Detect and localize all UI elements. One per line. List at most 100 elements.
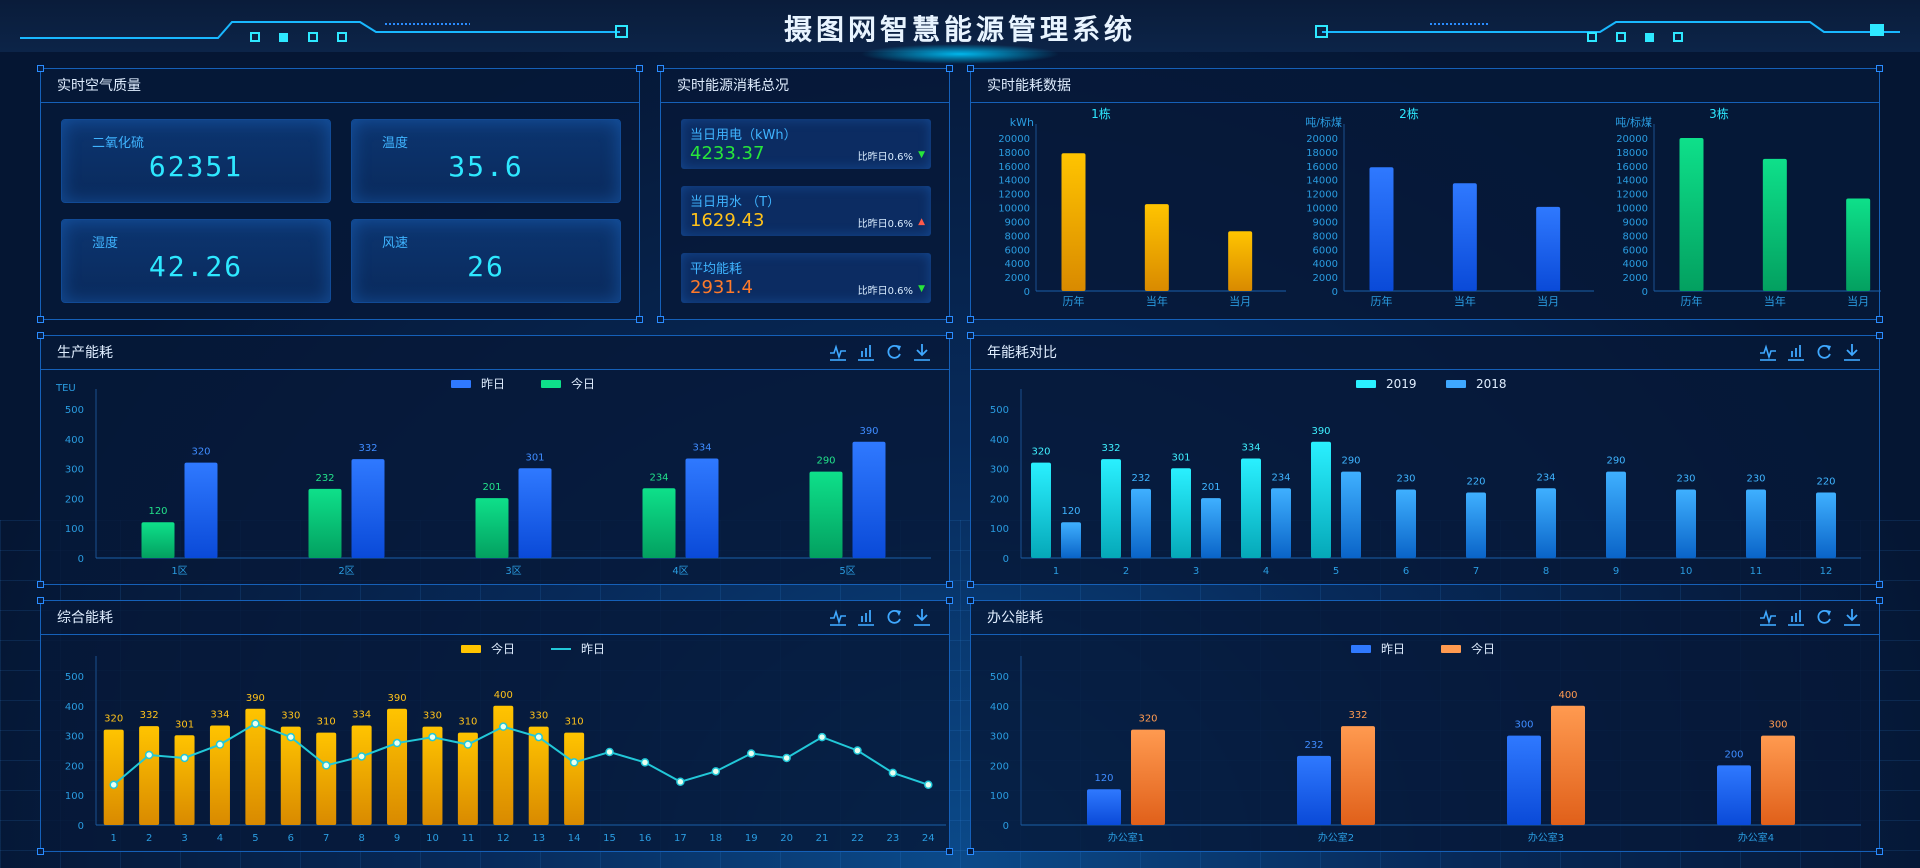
line-point bbox=[180, 753, 189, 763]
download-icon[interactable] bbox=[1843, 608, 1861, 626]
data-label: 320 bbox=[1138, 714, 1157, 725]
bar-chart-icon[interactable] bbox=[1787, 343, 1805, 361]
y-tick-label: 12000 bbox=[1306, 190, 1338, 201]
y-tick-label: 0 bbox=[1332, 287, 1338, 298]
bar bbox=[1746, 489, 1766, 558]
y-tick-label: 0 bbox=[78, 554, 84, 565]
data-label: 330 bbox=[529, 711, 548, 722]
trend-down-icon: ▼ bbox=[918, 150, 925, 160]
bar bbox=[1551, 705, 1585, 825]
bar bbox=[1606, 471, 1626, 558]
x-tick-label: 23 bbox=[887, 833, 900, 844]
data-label: 332 bbox=[140, 710, 159, 721]
line-point bbox=[605, 747, 614, 757]
data-label: 332 bbox=[1101, 443, 1120, 454]
bar bbox=[457, 732, 478, 825]
x-tick-label: 办公室4 bbox=[1738, 831, 1774, 844]
line-chart-icon[interactable] bbox=[1759, 343, 1777, 361]
x-tick-label: 10 bbox=[1680, 566, 1693, 577]
data-label: 301 bbox=[1171, 452, 1190, 463]
header: 摄图网智慧能源管理系统 bbox=[0, 0, 1920, 52]
y-tick-label: 2000 bbox=[1005, 273, 1030, 284]
compare-text: 比昨日0.6% bbox=[857, 286, 913, 297]
energy-card: 当日用电（kWh） 4233.37 比昨日0.6% ▼ bbox=[681, 119, 931, 169]
y-tick-label: 14000 bbox=[1616, 176, 1648, 187]
panel-title: 实时能源消耗总况 bbox=[661, 69, 949, 103]
bar bbox=[1131, 729, 1165, 825]
y-tick-label: 500 bbox=[990, 672, 1009, 683]
bar-chart-icon[interactable] bbox=[857, 608, 875, 626]
chart-toolbar bbox=[829, 343, 931, 361]
x-tick-label: 5 bbox=[1333, 566, 1339, 577]
refresh-icon[interactable] bbox=[1815, 608, 1833, 626]
bar bbox=[103, 729, 124, 825]
y-tick-label: 9000 bbox=[1005, 217, 1030, 228]
download-icon[interactable] bbox=[1843, 343, 1861, 361]
x-tick-label: 15 bbox=[603, 833, 616, 844]
x-tick-label: 7 bbox=[323, 833, 329, 844]
bar bbox=[1201, 498, 1221, 558]
y-tick-label: 100 bbox=[65, 524, 84, 535]
bar bbox=[139, 726, 160, 825]
legend-swatch bbox=[1446, 380, 1466, 388]
header-glow bbox=[860, 44, 1060, 64]
legend-swatch bbox=[1441, 645, 1461, 653]
card-label: 湿度 bbox=[92, 236, 119, 251]
legend-label: 2019 bbox=[1386, 377, 1417, 391]
x-tick-label: 10 bbox=[426, 833, 439, 844]
refresh-icon[interactable] bbox=[1815, 343, 1833, 361]
line-point bbox=[321, 761, 331, 770]
x-tick-label: 14 bbox=[568, 833, 581, 844]
unit-label: 吨/标煤 bbox=[1305, 115, 1342, 129]
x-tick-label: 2 bbox=[146, 833, 152, 844]
card-label: 温度 bbox=[382, 136, 409, 151]
line-point bbox=[569, 758, 579, 767]
x-tick-label: 8 bbox=[358, 833, 364, 844]
line-point bbox=[782, 753, 791, 763]
y-tick-label: 9000 bbox=[1623, 217, 1648, 228]
line-chart-icon[interactable] bbox=[829, 608, 847, 626]
data-label: 390 bbox=[246, 693, 265, 704]
x-tick-label: 16 bbox=[639, 833, 652, 844]
y-tick-label: 500 bbox=[65, 405, 84, 416]
refresh-icon[interactable] bbox=[885, 608, 903, 626]
y-tick-label: 2000 bbox=[1623, 273, 1648, 284]
line-point bbox=[428, 732, 437, 742]
annual-comparison-panel: 年能耗对比 2019 2018 0 100 200 300 400 500 1 320 120 2 33… bbox=[967, 332, 1883, 588]
bar-chart-icon[interactable] bbox=[1787, 608, 1805, 626]
x-tick-label: 6 bbox=[288, 833, 294, 844]
data-label: 290 bbox=[816, 456, 835, 467]
subchart-title: 2栋 bbox=[1399, 106, 1419, 121]
download-icon[interactable] bbox=[913, 343, 931, 361]
bar bbox=[1761, 735, 1795, 825]
panel-title: 实时空气质量 bbox=[41, 69, 639, 103]
y-tick-label: 0 bbox=[1642, 287, 1648, 298]
y-tick-label: 0 bbox=[78, 821, 84, 832]
data-label: 300 bbox=[1768, 720, 1787, 731]
bar bbox=[1341, 471, 1361, 558]
card-value: 35.6 bbox=[448, 150, 524, 183]
y-tick-label: 8000 bbox=[1005, 231, 1030, 242]
data-label: 230 bbox=[1676, 473, 1695, 484]
y-tick-label: 4000 bbox=[1313, 259, 1338, 270]
y-tick-label: 18000 bbox=[1616, 148, 1648, 159]
data-label: 390 bbox=[387, 693, 406, 704]
bar bbox=[209, 725, 230, 825]
y-tick-label: 200 bbox=[65, 761, 84, 772]
download-icon[interactable] bbox=[913, 608, 931, 626]
data-label: 120 bbox=[1094, 773, 1113, 784]
refresh-icon[interactable] bbox=[885, 343, 903, 361]
bar-chart-icon[interactable] bbox=[857, 343, 875, 361]
line-chart-icon[interactable] bbox=[1759, 608, 1777, 626]
bar bbox=[852, 441, 886, 558]
bar bbox=[308, 488, 342, 558]
compare-text: 比昨日0.6% bbox=[857, 152, 913, 163]
y-tick-label: 200 bbox=[990, 494, 1009, 505]
bar bbox=[685, 458, 719, 558]
y-tick-label: 6000 bbox=[1313, 245, 1338, 256]
data-label: 330 bbox=[423, 711, 442, 722]
x-tick-label: 13 bbox=[532, 833, 545, 844]
y-tick-label: 12000 bbox=[1616, 190, 1648, 201]
line-chart-icon[interactable] bbox=[829, 343, 847, 361]
x-tick-label: 历年 bbox=[1371, 294, 1393, 308]
